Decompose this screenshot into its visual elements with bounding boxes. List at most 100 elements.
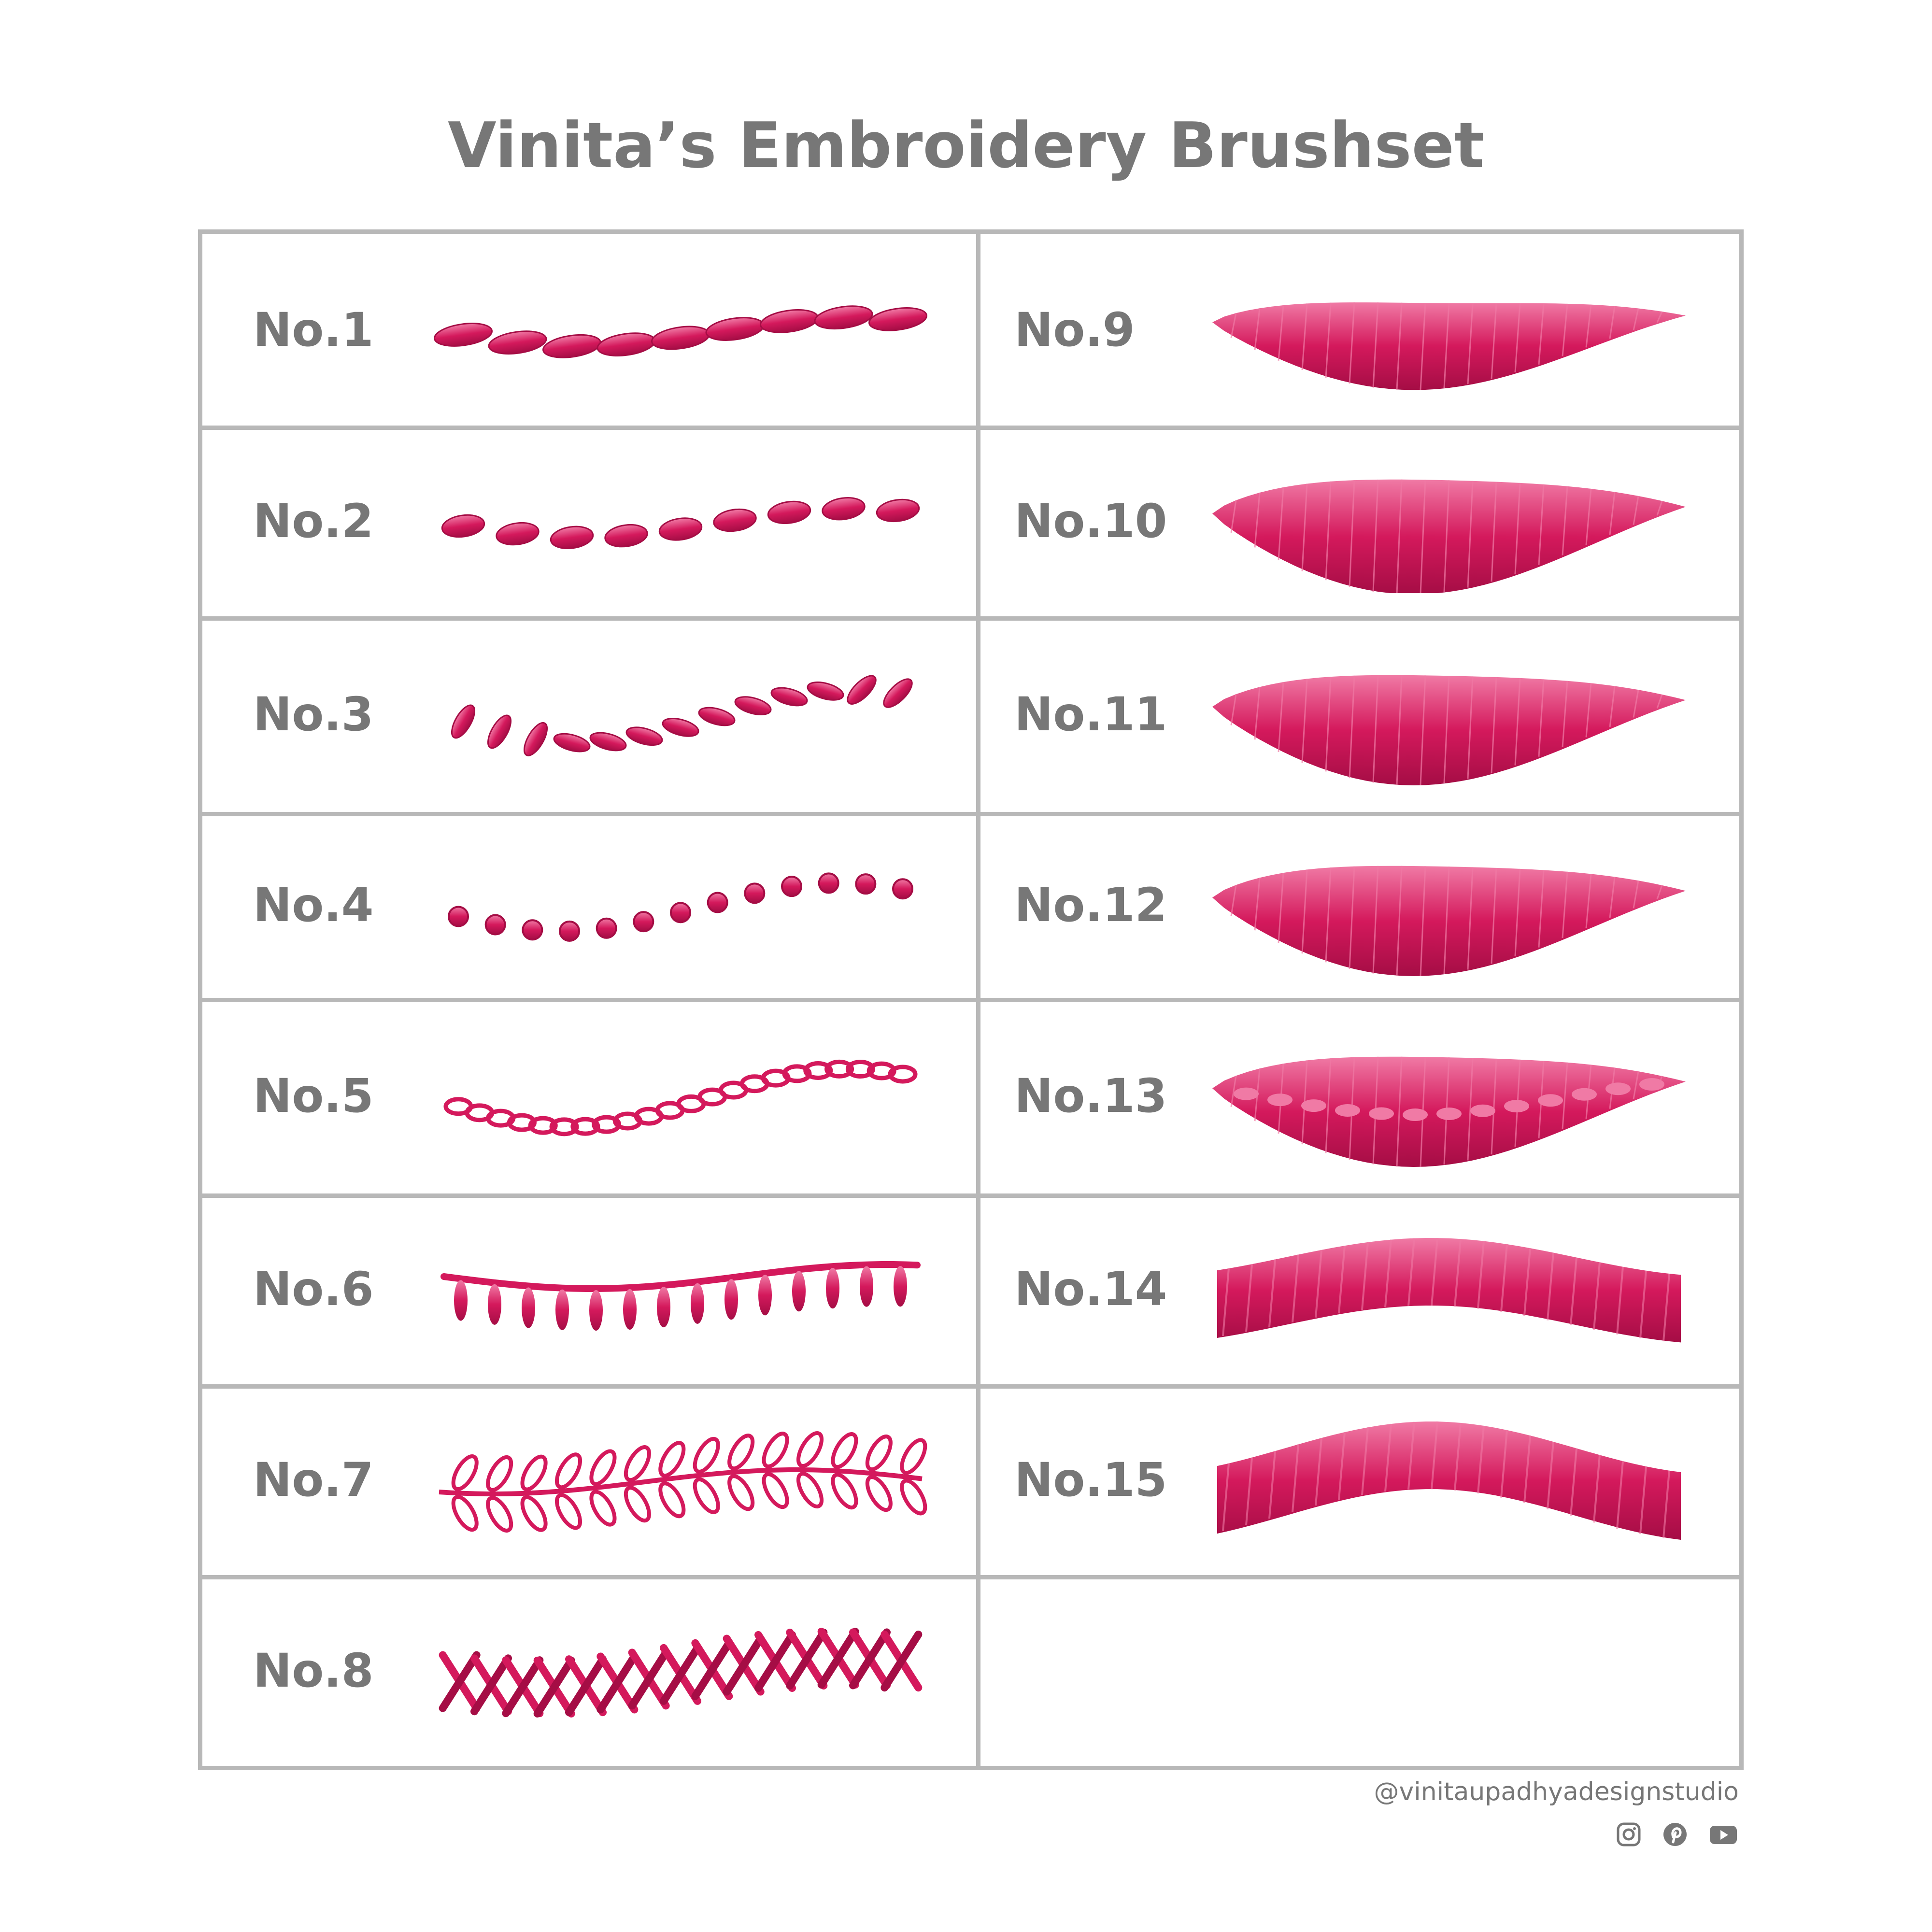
- brush-cell[interactable]: No.12: [980, 816, 1739, 998]
- stitch-mark: [1338, 1432, 1346, 1500]
- stitch-mark: [894, 1266, 907, 1307]
- brush-cell[interactable]: No.11: [980, 621, 1739, 812]
- stitch-mark: [1349, 675, 1355, 779]
- stitch-mark: [845, 1060, 875, 1079]
- brush-label: No.2: [253, 494, 374, 548]
- stitch-mark: [1301, 869, 1308, 954]
- brush-cell[interactable]: No.7: [202, 1389, 976, 1575]
- stitch-mark: [1467, 303, 1474, 384]
- stitch-mark: [1325, 302, 1332, 378]
- brush-cell[interactable]: No.3: [202, 621, 976, 812]
- stitch-mark: [1212, 675, 1686, 785]
- stitch-mark: [1403, 1108, 1428, 1121]
- brush-cell[interactable]: No.4: [202, 816, 976, 998]
- stitch-mark: [1467, 676, 1474, 779]
- brush-stroke-sample: [1212, 675, 1686, 785]
- brush-cell[interactable]: No.10: [980, 430, 1739, 616]
- youtube-icon[interactable]: [1708, 1821, 1739, 1850]
- instagram-icon[interactable]: [1615, 1821, 1642, 1850]
- stitch-mark: [533, 1656, 575, 1718]
- stitch-mark: [448, 906, 469, 927]
- stitch-mark: [758, 1275, 772, 1316]
- stitch-mark: [550, 526, 594, 549]
- stitch-mark: [1538, 484, 1545, 565]
- stitch-mark: [1420, 866, 1426, 976]
- stitch-mark: [1384, 1423, 1392, 1492]
- stitch-mark: [1335, 1104, 1360, 1117]
- stitch-mark: [1538, 1094, 1563, 1107]
- stitch-mark: [1292, 1254, 1299, 1322]
- stitch-mark: [1656, 694, 1663, 709]
- stitch-mark: [1254, 308, 1261, 350]
- stitch-mark: [624, 1486, 651, 1523]
- stitch-mark: [1477, 1425, 1485, 1494]
- stitch-mark: [1230, 500, 1237, 533]
- stitch-mark: [1609, 686, 1616, 727]
- stitch-mark: [831, 1473, 858, 1510]
- stitch-mark: [487, 714, 512, 749]
- brush-stroke-sample: [434, 305, 927, 358]
- stitch-mark: [522, 919, 543, 941]
- stitch-mark: [1212, 302, 1686, 390]
- brush-cell[interactable]: No.15: [980, 1389, 1739, 1575]
- brush-cell[interactable]: No.13: [980, 1002, 1739, 1193]
- brush-label: No.9: [1014, 303, 1135, 357]
- stitch-mark: [1254, 687, 1261, 740]
- brush-cell[interactable]: No.8: [202, 1579, 976, 1766]
- stitch-mark: [727, 1434, 755, 1471]
- stitch-mark: [1477, 1241, 1485, 1309]
- stitch-mark: [1639, 1078, 1664, 1091]
- brush-label: No.8: [253, 1644, 374, 1698]
- stitch-mark: [549, 1117, 579, 1136]
- stitch-mark: [1361, 1242, 1369, 1310]
- brush-cell[interactable]: No.5: [202, 1002, 976, 1193]
- stitch-mark: [1662, 1470, 1670, 1538]
- stitch-mark: [1384, 1239, 1392, 1307]
- brush-cell[interactable]: No.14: [980, 1198, 1739, 1384]
- stitch-mark: [865, 1435, 893, 1472]
- stitch-mark: [589, 732, 627, 752]
- stitch-mark: [542, 334, 601, 358]
- brush-stroke-sample: [439, 1431, 927, 1533]
- stitch-mark: [651, 326, 710, 350]
- brush-cell[interactable]: No.9: [980, 238, 1739, 426]
- stitch-mark: [570, 1117, 600, 1136]
- stitch-mark: [1538, 679, 1545, 757]
- stitch-mark: [1633, 496, 1639, 525]
- pinterest-icon[interactable]: [1662, 1821, 1689, 1850]
- stitch-mark: [565, 1655, 607, 1717]
- stitch-mark: [1514, 483, 1521, 574]
- brush-cell[interactable]: No.2: [202, 430, 976, 616]
- stitch-mark: [1593, 1262, 1601, 1330]
- stitch-mark: [486, 1495, 513, 1533]
- stitch-mark: [1278, 682, 1284, 753]
- stitch-mark: [1217, 1238, 1681, 1343]
- stitch-mark: [597, 332, 656, 356]
- stitch-mark: [1212, 479, 1686, 593]
- stitch-mark: [1443, 480, 1450, 592]
- stitch-mark: [1562, 681, 1568, 748]
- stitch-mark: [439, 1467, 923, 1496]
- stitch-mark: [523, 722, 548, 756]
- stitch-mark: [1633, 880, 1639, 909]
- brush-cell[interactable]: No.6: [202, 1198, 976, 1384]
- brush-cell[interactable]: No.1: [202, 238, 976, 426]
- stitch-mark: [826, 1268, 839, 1309]
- stitch-mark: [814, 305, 873, 330]
- stitch-mark: [781, 876, 802, 897]
- stitch-mark: [1278, 305, 1284, 361]
- stitch-mark: [762, 1472, 789, 1509]
- stitch-mark: [1491, 303, 1497, 379]
- stitch-mark: [658, 1481, 686, 1519]
- stitch-mark: [624, 1445, 651, 1482]
- brush-label: No.11: [1014, 687, 1167, 741]
- stitch-mark: [1369, 1107, 1394, 1120]
- stitch-mark: [792, 1271, 806, 1312]
- stitch-mark: [865, 1475, 893, 1512]
- stitch-mark: [658, 1441, 686, 1478]
- stitch-mark: [1436, 1107, 1462, 1120]
- social-links: [1615, 1821, 1739, 1850]
- stitch-mark: [1234, 1087, 1259, 1100]
- stitch-mark: [1396, 302, 1403, 390]
- brush-stroke-sample: [441, 497, 920, 549]
